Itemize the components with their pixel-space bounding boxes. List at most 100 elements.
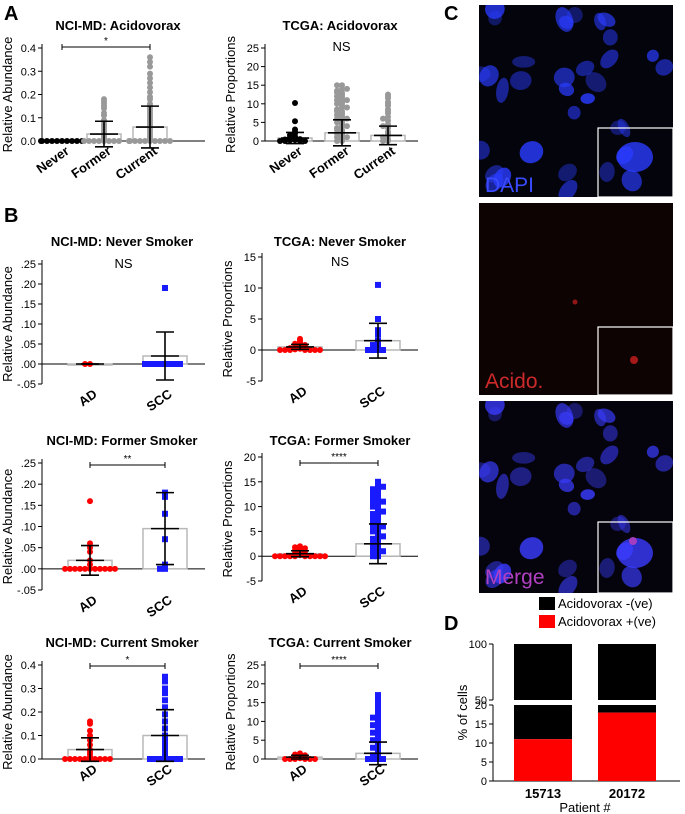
data-point: [380, 508, 386, 515]
data-point: [162, 285, 168, 291]
chart-tcga-acidovorax: TCGA: Acidovorax Relative Proportions 0 5 10…: [223, 18, 418, 182]
data-point: [157, 138, 163, 144]
x-axis-label: Patient #: [559, 800, 611, 814]
data-point: [147, 75, 153, 82]
data-point: [92, 565, 98, 572]
data-point: [370, 493, 376, 500]
signal-spot: [572, 299, 578, 305]
data-point: [167, 756, 173, 762]
chart-title: NCI-MD: Former Smoker: [47, 433, 198, 448]
y-tick-label: 0.0: [21, 754, 36, 766]
significance-label: ****: [331, 452, 347, 463]
x-category-label: SCC: [357, 383, 389, 411]
data-point: [44, 138, 50, 144]
data-point: [375, 733, 381, 740]
nucleus-shape: [600, 49, 619, 69]
data-point: [147, 58, 153, 65]
nucleus-shape: [575, 60, 595, 77]
chart-tcga-former-smoker: TCGA: Former Smoker Relative Proportions 2…: [220, 433, 418, 611]
data-point: [142, 361, 148, 367]
data-point: [370, 513, 376, 520]
x-category-label: 15713: [525, 786, 561, 801]
chart-title: NCI-MD: Current Smoker: [45, 635, 198, 650]
nucleus-shape: [617, 538, 653, 568]
data-point: [132, 138, 138, 144]
data-point: [344, 134, 350, 141]
data-point: [287, 347, 293, 353]
data-point: [370, 744, 376, 751]
data-point: [370, 714, 376, 721]
y-tick-label: 0.4: [21, 43, 36, 55]
nucleus-shape: [558, 163, 577, 182]
data-point: [380, 756, 386, 762]
data-point: [370, 553, 376, 560]
data-point: [147, 96, 153, 103]
data-point: [370, 488, 376, 495]
data-point: [334, 93, 340, 100]
nucleus-shape: [558, 179, 578, 197]
data-point: [375, 707, 381, 714]
data-point: [380, 115, 386, 122]
nucleus-shape: [599, 558, 615, 578]
data-point: [162, 690, 168, 697]
data-point: [172, 361, 178, 367]
data-point: [147, 70, 153, 77]
data-point: [385, 108, 391, 115]
y-tick-label: -5: [246, 576, 256, 588]
y-tick-label: .25: [21, 259, 36, 271]
y-tick-label: -.05: [17, 585, 36, 597]
data-point: [292, 100, 298, 107]
data-point: [162, 565, 168, 572]
data-point: [167, 138, 173, 144]
data-point: [334, 82, 340, 89]
y-tick-label: 15: [244, 477, 256, 489]
y-tick-label: 0.2: [21, 707, 36, 719]
data-point: [162, 697, 168, 704]
nucleus-shape: [488, 406, 502, 422]
nucleus-shape: [567, 105, 581, 120]
data-point: [297, 137, 303, 144]
data-point: [152, 756, 158, 762]
nucleus-shape: [479, 536, 490, 556]
y-tick-label: 0: [250, 345, 256, 357]
data-point: [38, 138, 44, 144]
y-tick-label: 0.3: [21, 66, 36, 78]
bar-negative-upper: [514, 644, 572, 700]
significance-label: NS: [114, 256, 132, 271]
data-point: [87, 720, 93, 727]
y-tick-label: 5: [253, 735, 259, 747]
panel-label-b: B: [4, 205, 18, 227]
data-point: [126, 138, 132, 144]
data-point: [375, 281, 381, 288]
data-point: [82, 565, 88, 572]
nucleus-shape: [594, 408, 606, 427]
nucleus-shape: [621, 565, 642, 588]
panel-label-d: D: [444, 613, 458, 635]
data-point: [86, 138, 92, 144]
data-point: [147, 54, 153, 61]
data-point: [375, 508, 381, 515]
y-tick-label: .10: [21, 522, 36, 534]
nucleus-shape: [617, 142, 653, 172]
chart-title: TCGA: Current Smoker: [268, 635, 411, 650]
significance-label: *: [126, 655, 130, 666]
data-point: [334, 138, 340, 144]
data-point: [370, 347, 376, 353]
data-point: [107, 756, 113, 762]
data-point: [102, 565, 108, 572]
y-axis-label: Relative Proportions: [220, 260, 235, 378]
y-tick-label: 50: [475, 695, 487, 707]
data-point: [147, 361, 153, 367]
data-point: [106, 138, 112, 144]
nucleus-shape: [479, 65, 499, 87]
y-axis-label: Relative Abundance: [0, 266, 15, 382]
data-point: [101, 105, 107, 112]
data-point: [172, 756, 178, 762]
data-point: [380, 523, 386, 530]
y-tick-label: 0: [250, 551, 256, 563]
x-category-label: Never: [34, 143, 72, 176]
y-axis-label: Relative Proportions: [223, 35, 238, 153]
data-point: [302, 138, 308, 144]
nucleus-shape: [600, 445, 619, 465]
y-axis-label: Relative Proportions: [223, 653, 238, 771]
